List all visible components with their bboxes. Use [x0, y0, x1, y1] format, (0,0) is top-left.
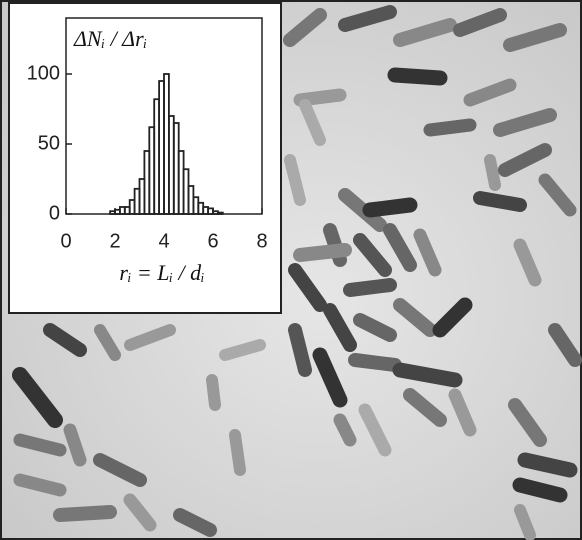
x-tick-label: 0 — [60, 230, 71, 252]
histogram-bar — [218, 213, 223, 214]
nanorod — [520, 485, 560, 495]
nanorod — [340, 420, 350, 440]
nanorod — [212, 380, 215, 405]
y-tick-label: 0 — [49, 202, 60, 224]
nanorod — [355, 360, 395, 365]
nanorod — [235, 435, 240, 470]
nanorod — [60, 512, 110, 515]
nanorod — [370, 205, 410, 210]
y-axis-title: ΔNᵢ / Δrᵢ — [73, 26, 147, 51]
nanorod — [300, 250, 345, 255]
nanorod — [350, 285, 390, 290]
x-tick-label: 4 — [158, 230, 169, 252]
nanorod — [525, 460, 570, 470]
x-axis-title: rᵢ = Lᵢ / dᵢ — [119, 260, 204, 285]
x-tick-label: 8 — [256, 230, 267, 252]
nanorod — [490, 160, 495, 185]
histogram-inset: ΔNᵢ / Δrᵢ rᵢ = Lᵢ / dᵢ 0 50 100 0 2 4 6 8 — [9, 3, 281, 313]
x-tick-label: 2 — [109, 230, 120, 252]
nanorod — [430, 125, 470, 130]
nanorod — [480, 198, 520, 205]
y-tick-label: 50 — [38, 132, 60, 154]
x-tick-label: 6 — [207, 230, 218, 252]
nanorod — [400, 370, 455, 380]
figure: ΔNᵢ / Δrᵢ rᵢ = Lᵢ / dᵢ 0 50 100 0 2 4 6 8 — [0, 0, 582, 540]
y-tick-label: 100 — [27, 62, 60, 84]
nanorod — [395, 75, 440, 78]
nanorod — [295, 330, 305, 370]
